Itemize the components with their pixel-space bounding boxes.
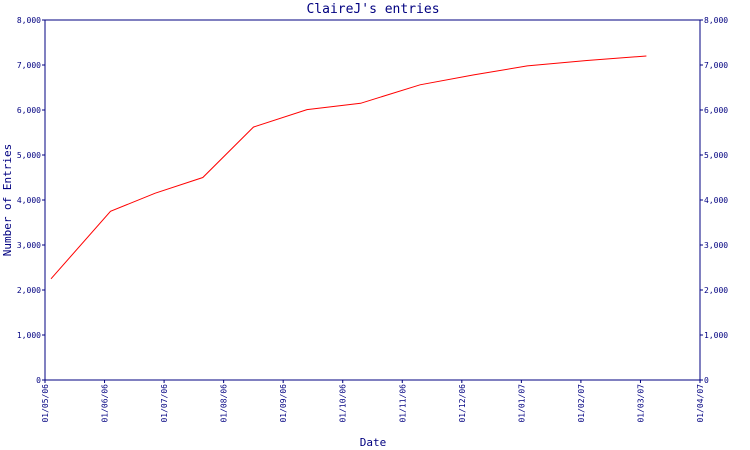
plot-frame [44, 19, 701, 381]
x-tick-label: 01/01/07 [517, 384, 526, 423]
y-tick-label-right: 1,000 [704, 331, 728, 340]
x-tick-label: 01/03/07 [636, 384, 645, 423]
x-tick-label: 01/05/06 [41, 384, 50, 423]
y-tick-label-left: 7,000 [17, 61, 41, 70]
y-tick-label-left: 1,000 [17, 331, 41, 340]
y-axis-left: 0 1,000 2,000 3,000 4,000 5,000 6,000 7,000 8,00… [17, 16, 45, 385]
series-line [50, 55, 647, 280]
x-axis-label: Date [360, 436, 387, 449]
y-tick-label-left: 6,000 [17, 106, 41, 115]
x-axis: 01/05/06 01/06/06 01/07/06 01/08/06 01/09/06… [41, 380, 705, 423]
x-tick-label: 01/10/06 [339, 384, 348, 423]
y-tick-label-left: 3,000 [17, 241, 41, 250]
y-tick-label-right: 8,000 [704, 16, 728, 25]
y-tick-label-right: 2,000 [704, 286, 728, 295]
x-tick-label: 01/12/06 [458, 384, 467, 423]
y-tick-label-right: 3,000 [704, 241, 728, 250]
y-axis-right: 0 1,000 2,000 3,000 4,000 5,000 6,000 7,000 8,00… [700, 16, 728, 385]
y-tick-label-left: 5,000 [17, 151, 41, 160]
x-tick-label: 01/09/06 [279, 384, 288, 423]
chart-title: ClaireJ's entries [306, 2, 439, 17]
y-tick-label-right: 4,000 [704, 196, 728, 205]
y-tick-label-right: 6,000 [704, 106, 728, 115]
x-tick-label: 01/02/07 [577, 384, 586, 423]
y-tick-label-left: 4,000 [17, 196, 41, 205]
x-tick-label: 01/04/07 [696, 384, 705, 423]
y-tick-label-left: 2,000 [17, 286, 41, 295]
x-tick-label: 01/07/06 [160, 384, 169, 423]
y-tick-label-right: 7,000 [704, 61, 728, 70]
x-tick-label: 01/08/06 [220, 384, 229, 423]
y-tick-label-left: 8,000 [17, 16, 41, 25]
y-tick-label-right: 0 [704, 376, 709, 385]
x-tick-label: 01/06/06 [101, 384, 110, 423]
y-axis-label: Number of Entries [1, 144, 14, 257]
y-tick-label-right: 5,000 [704, 151, 728, 160]
x-tick-label: 01/11/06 [398, 384, 407, 423]
y-tick-label-left: 0 [36, 376, 41, 385]
